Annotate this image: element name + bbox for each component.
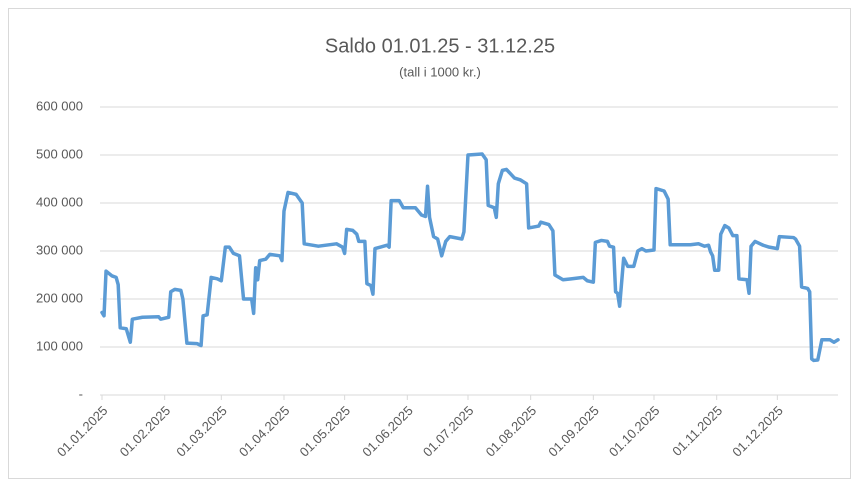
y-tick-label: 100 000 <box>36 338 83 353</box>
chart-subtitle: (tall i 1000 kr.) <box>399 64 481 79</box>
y-tick-label: 500 000 <box>36 146 83 161</box>
y-tick-label: 200 000 <box>36 290 83 305</box>
chart-frame <box>8 8 851 479</box>
y-tick-label: 300 000 <box>36 242 83 257</box>
data-line <box>100 152 840 363</box>
y-tick-label: 400 000 <box>36 194 83 209</box>
chart-title: Saldo 01.01.25 - 31.12.25 <box>325 35 555 57</box>
y-tick-label: - <box>79 386 83 401</box>
y-tick-label: 600 000 <box>36 98 83 113</box>
